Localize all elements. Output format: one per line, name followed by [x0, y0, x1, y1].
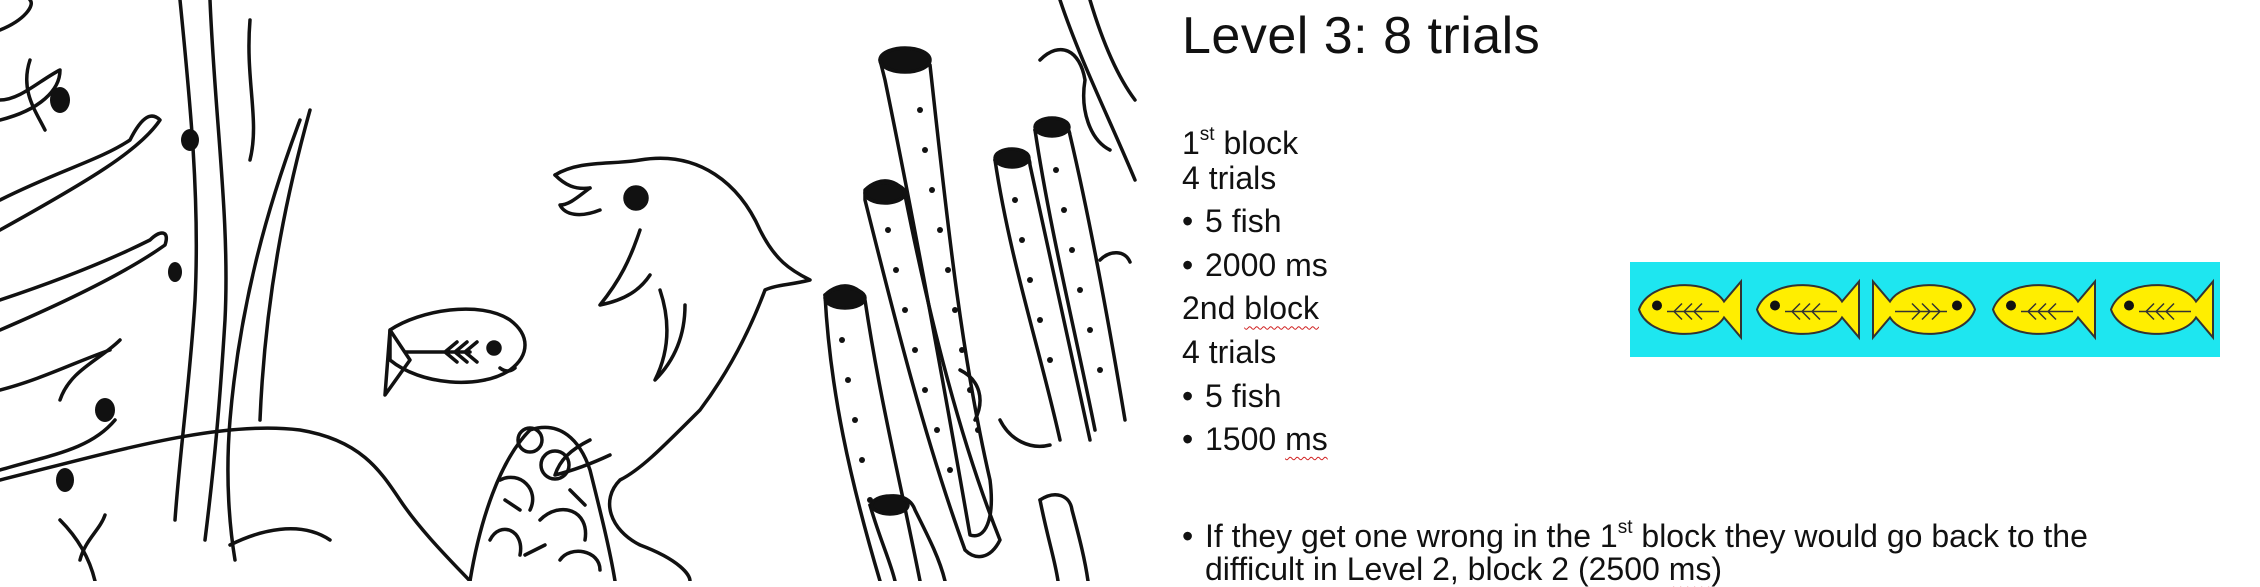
- fish-icon: [383, 307, 527, 397]
- shell-pile-icon: [468, 425, 617, 581]
- fallback-rule-note: • If they get one wrong in the 1st block …: [1182, 517, 2088, 587]
- block2-trials: 4 trials: [1182, 333, 1277, 370]
- coral-icon: [823, 0, 1137, 581]
- fish-left-icon: [1991, 278, 2096, 341]
- fish-left-icon: [1637, 278, 1742, 341]
- block1-duration: • 2000 ms: [1182, 246, 1328, 283]
- underwater-illustration: [0, 0, 1137, 581]
- seaweed-icon: [0, 0, 312, 581]
- block1-heading: 1st block: [1182, 124, 1299, 161]
- block1-fish: • 5 fish: [1182, 203, 1282, 240]
- fish-left-icon: [2109, 278, 2214, 341]
- slide-text-panel: Level 3: 8 trials 1st block 4 trials • 5 …: [1182, 0, 2252, 586]
- dolphin-icon: [553, 156, 812, 581]
- fish-right-icon: [1872, 278, 1977, 341]
- slide-title: Level 3: 8 trials: [1182, 7, 1541, 65]
- level-details: 1st block 4 trials • 5 fish • 2000 ms 2nd …: [1182, 113, 1328, 462]
- block2-duration: • 1500 ms: [1182, 421, 1328, 458]
- fish-left-icon: [1755, 278, 1860, 341]
- fish-stimulus-strip: [1630, 262, 2220, 357]
- block2-fish: • 5 fish: [1182, 377, 1282, 414]
- block1-trials: 4 trials: [1182, 159, 1277, 196]
- block2-heading: 2nd block: [1182, 290, 1319, 327]
